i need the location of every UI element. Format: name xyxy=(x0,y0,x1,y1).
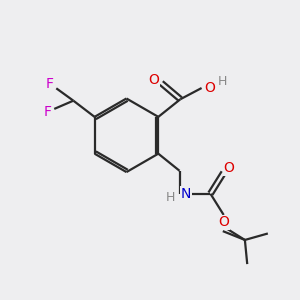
Text: O: O xyxy=(204,81,215,95)
Text: O: O xyxy=(218,215,229,229)
Text: F: F xyxy=(44,105,52,119)
Text: O: O xyxy=(148,73,159,87)
Text: H: H xyxy=(218,75,227,88)
Text: O: O xyxy=(224,161,234,175)
Text: F: F xyxy=(46,77,54,91)
Text: H: H xyxy=(166,191,175,204)
Text: N: N xyxy=(181,187,191,201)
